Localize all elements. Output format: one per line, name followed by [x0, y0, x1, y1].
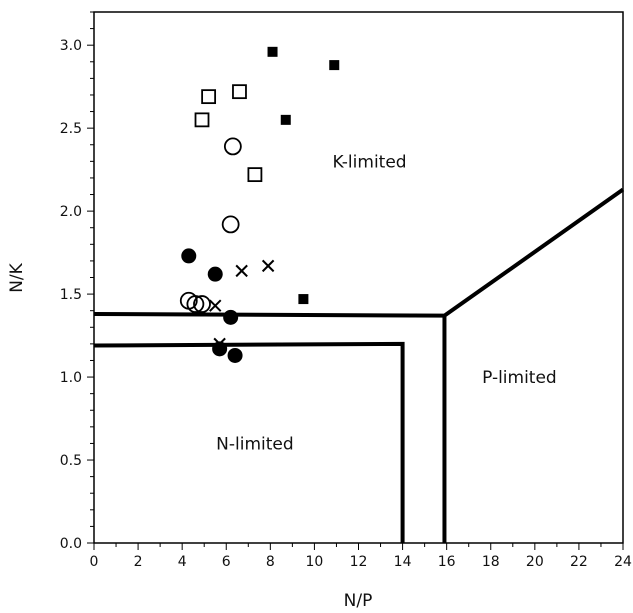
data-point-cross [209, 299, 222, 312]
data-point-open-circle [221, 215, 240, 234]
x-tick-label: 10 [306, 554, 324, 570]
x-tick-label: 20 [526, 554, 544, 570]
boundary-line [93, 187, 625, 318]
x-axis: 0 2 4 6 8 10 12 14 16 18 20 22 24 [90, 543, 632, 570]
data-point-open-circle [223, 137, 242, 156]
y-tick-label: 0.5 [60, 453, 82, 469]
data-point-filled-circle [227, 347, 243, 363]
x-tick-label: 12 [350, 554, 368, 570]
x-tick-label: 0 [90, 554, 99, 570]
y-tick-label: 3.0 [60, 38, 82, 54]
data-point-cross [235, 264, 248, 278]
x-tick-label: 14 [394, 554, 412, 570]
data-point-filled-circle [223, 309, 239, 325]
x-tick-label: 18 [482, 554, 500, 570]
data-point-cross [261, 259, 275, 273]
y-axis-title: N/K [7, 262, 27, 292]
data-point-filled-circle [181, 248, 197, 264]
data-point-filled-circle [212, 341, 228, 357]
x-tick-label: 16 [438, 554, 456, 570]
plot-frame [93, 11, 624, 544]
x-tick-label: 6 [222, 554, 231, 570]
y-axis: 0.0 0.5 1.0 1.5 2.0 2.5 3.0 [60, 11, 94, 552]
boundary-line [93, 341, 405, 543]
region-label: N-limited [216, 434, 294, 454]
data-points [179, 46, 340, 363]
x-tick-label: 4 [178, 554, 187, 570]
x-axis-title: N/P [344, 591, 373, 611]
y-tick-label: 2.0 [60, 204, 82, 220]
y-tick-label: 1.0 [60, 370, 82, 386]
data-point-open-square [232, 84, 247, 100]
data-point-filled-square [280, 114, 291, 125]
data-point-open-square [194, 112, 210, 128]
data-point-filled-square [329, 60, 340, 71]
y-tick-label: 2.5 [60, 121, 82, 137]
x-tick-label: 22 [570, 554, 588, 570]
data-point-open-circle [193, 295, 211, 313]
x-tick-label: 2 [134, 554, 143, 570]
region-labels: K-limited P-limited N-limited [216, 152, 557, 454]
x-tick-label: 8 [266, 554, 275, 570]
data-point-open-square [247, 167, 263, 183]
data-point-open-circle [186, 295, 205, 313]
y-tick-label: 1.5 [60, 287, 82, 303]
y-tick-label: 0.0 [60, 536, 82, 552]
data-point-open-square [201, 89, 217, 105]
region-label: P-limited [482, 368, 557, 388]
data-point-cross [213, 337, 226, 351]
data-point-filled-circle [207, 266, 223, 282]
x-tick-label: 24 [614, 554, 632, 570]
data-point-filled-square [267, 46, 278, 57]
region-label: K-limited [332, 152, 406, 172]
boundary-lines [93, 187, 625, 543]
data-point-filled-square [298, 294, 309, 305]
